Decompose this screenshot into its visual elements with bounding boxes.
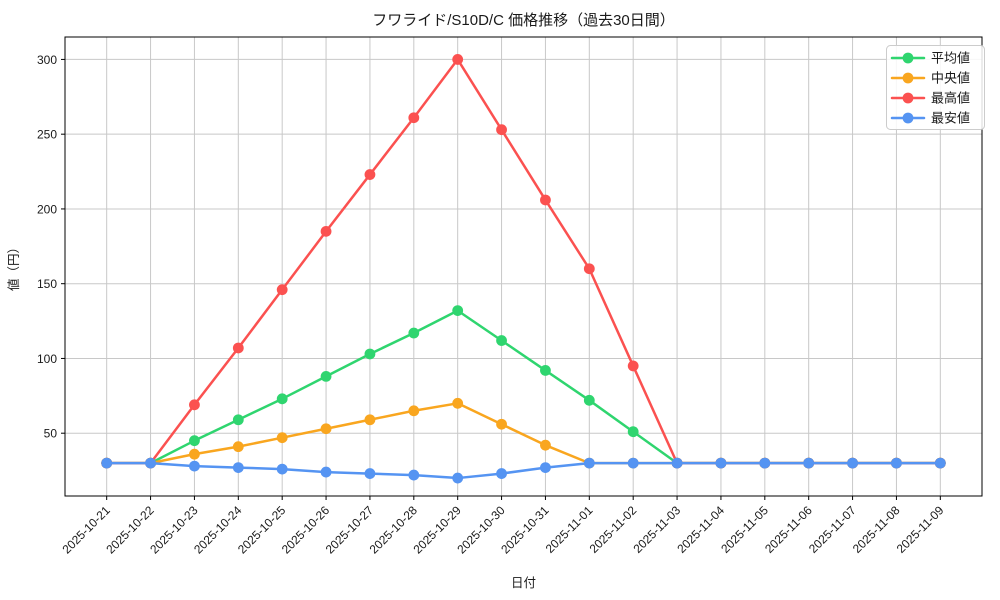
marker-max — [583, 263, 595, 275]
marker-median — [496, 418, 507, 430]
legend-item-median: 中央値 — [890, 71, 970, 86]
marker-median — [320, 423, 332, 435]
y-tick-label: 200 — [37, 202, 57, 216]
marker-min — [540, 462, 551, 473]
marker-max — [496, 124, 507, 136]
marker-min — [276, 463, 288, 475]
series-max — [101, 54, 946, 469]
marker-max — [627, 360, 639, 372]
marker-min — [320, 466, 332, 478]
series-average — [101, 305, 946, 469]
marker-max — [276, 284, 288, 296]
marker-average — [452, 305, 464, 317]
y-tick-label: 150 — [37, 277, 57, 291]
marker-min — [627, 457, 639, 469]
legend-item-min: 最安値 — [890, 111, 970, 126]
legend-marker-average — [902, 52, 914, 64]
marker-min — [145, 457, 156, 469]
legend-label-max: 最高値 — [931, 91, 970, 106]
series-line-average — [105, 309, 942, 465]
marker-max — [452, 54, 464, 65]
y-tick-label: 250 — [37, 128, 57, 142]
marker-average — [583, 394, 595, 406]
marker-min — [232, 462, 244, 473]
legend-marker-max — [902, 92, 914, 104]
marker-min — [803, 457, 815, 469]
legend-label-median: 中央値 — [931, 71, 970, 86]
marker-average — [320, 370, 332, 382]
marker-average — [496, 335, 507, 346]
marker-min — [934, 457, 946, 469]
marker-min — [189, 460, 200, 472]
marker-min — [759, 457, 771, 469]
marker-max — [408, 112, 420, 124]
marker-median — [452, 397, 464, 409]
marker-min — [891, 457, 902, 469]
x-tick-label: 2025-11-09 — [894, 503, 947, 556]
y-tick-label: 100 — [37, 352, 57, 366]
y-axis-label: 値（円） — [6, 241, 21, 291]
plot-border — [64, 36, 983, 497]
grid — [65, 37, 982, 496]
x-axis-label: 日付 — [511, 576, 536, 590]
legend-item-max: 最高値 — [890, 91, 970, 106]
legend-box — [886, 45, 985, 130]
legend-item-average: 平均値 — [890, 51, 970, 66]
marker-min — [408, 469, 420, 481]
marker-min — [671, 457, 683, 469]
y-tick-label: 50 — [44, 427, 58, 441]
marker-min — [583, 457, 595, 469]
legend-marker-median — [902, 72, 914, 84]
marker-average — [232, 414, 244, 426]
ticks: 2025-10-212025-10-222025-10-232025-10-24… — [37, 53, 947, 557]
marker-median — [364, 414, 376, 426]
marker-average — [540, 365, 551, 376]
marker-min — [496, 468, 507, 479]
marker-min — [847, 457, 858, 469]
marker-median — [540, 439, 551, 451]
marker-min — [715, 457, 727, 469]
marker-max — [189, 399, 200, 411]
series-min — [101, 457, 946, 484]
marker-median — [408, 405, 420, 417]
marker-max — [232, 342, 244, 354]
legend-marker-min — [902, 112, 914, 124]
marker-min — [364, 468, 376, 479]
marker-max — [320, 225, 332, 237]
marker-average — [364, 348, 376, 360]
series-line-max — [105, 58, 942, 465]
marker-median — [276, 432, 288, 444]
marker-median — [232, 441, 244, 453]
marker-min — [452, 472, 464, 484]
y-tick-label: 300 — [37, 53, 57, 67]
marker-max — [540, 194, 551, 206]
marker-average — [408, 327, 420, 339]
marker-average — [276, 393, 288, 405]
chart-title: フワライド/S10D/C 価格推移（過去30日間） — [372, 12, 675, 29]
series-line-min — [105, 461, 942, 480]
legend-label-min: 最安値 — [931, 111, 970, 126]
marker-average — [189, 435, 200, 447]
marker-max — [364, 169, 376, 180]
legend-label-average: 平均値 — [931, 51, 970, 66]
marker-min — [101, 457, 113, 469]
marker-average — [627, 426, 639, 438]
x-tick-label: 2025-10-31 — [498, 503, 552, 557]
marker-median — [189, 448, 200, 460]
